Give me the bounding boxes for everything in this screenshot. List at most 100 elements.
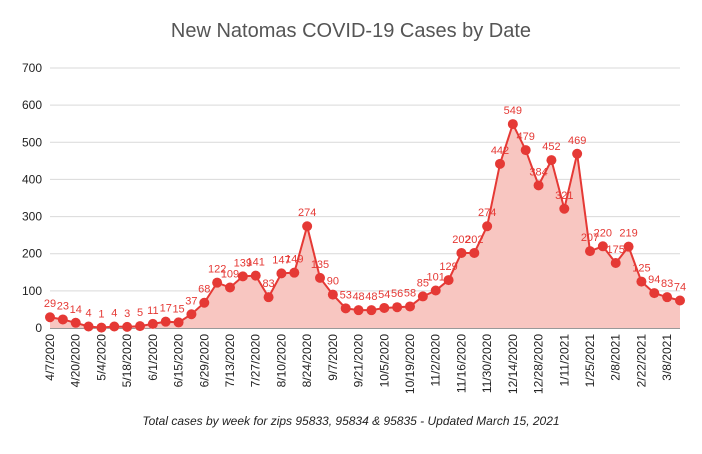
data-point — [160, 316, 171, 327]
y-tick-label: 700 — [22, 61, 42, 75]
data-point — [379, 302, 390, 313]
data-point — [327, 289, 338, 300]
data-point — [610, 258, 621, 268]
data-point — [482, 221, 493, 232]
axes: 0 100 200 300 400 500 600 700 4/7/2020 4/20/2020 5… — [22, 61, 674, 394]
data-point — [430, 285, 441, 296]
data-point — [173, 317, 184, 328]
data-label: 321 — [555, 190, 573, 202]
x-tick-label: 11/30/2020 — [480, 334, 494, 393]
data-label: 147 — [272, 254, 290, 266]
data-label: 135 — [311, 259, 329, 271]
data-point — [597, 241, 608, 252]
data-label: 83 — [661, 278, 673, 290]
y-tick-label: 500 — [22, 135, 42, 149]
x-tick-label: 1/11/2021 — [557, 334, 571, 387]
data-label: 85 — [417, 277, 429, 289]
data-point — [495, 158, 505, 169]
data-label: 139 — [234, 257, 252, 269]
data-label: 220 — [594, 227, 612, 239]
data-label: 4 — [111, 308, 117, 320]
x-tick-label: 2/22/2021 — [634, 334, 648, 388]
data-label: 202 — [465, 234, 483, 246]
data-label: 384 — [529, 166, 547, 178]
x-tick-label: 8/24/2020 — [300, 334, 314, 388]
data-label: 58 — [404, 287, 416, 299]
data-point — [623, 241, 634, 252]
data-point — [353, 305, 364, 316]
data-label: 1 — [98, 309, 104, 321]
data-label: 129 — [439, 261, 457, 273]
x-tick-label: 9/7/2020 — [326, 334, 340, 381]
data-point — [662, 292, 673, 303]
data-point — [315, 272, 325, 283]
data-point — [585, 246, 595, 257]
data-point — [520, 145, 531, 156]
data-point — [237, 271, 248, 282]
chart-caption: Total cases by week for zips 95833, 9583… — [142, 414, 560, 428]
data-label: 442 — [491, 145, 509, 157]
x-tick-label: 12/14/2020 — [506, 334, 520, 394]
data-point — [199, 297, 210, 308]
data-point — [289, 267, 300, 278]
data-label: 29 — [44, 298, 56, 310]
data-point — [559, 203, 570, 214]
data-label: 94 — [648, 274, 660, 286]
data-labels: 29 23 14 4 1 4 3 5 11 17 1537681221091391418314714… — [44, 105, 686, 321]
data-point — [649, 288, 660, 299]
x-tick-label: 10/5/2020 — [377, 334, 391, 388]
data-point — [135, 321, 145, 332]
data-label: 3 — [124, 308, 130, 320]
data-label: 125 — [632, 263, 650, 275]
data-label: 479 — [517, 131, 535, 143]
x-tick-label: 4/7/2020 — [43, 334, 57, 381]
area-fill — [50, 124, 680, 328]
data-label: 274 — [298, 207, 316, 219]
x-tick-label: 9/21/2020 — [352, 334, 366, 388]
data-point — [250, 270, 261, 281]
data-point — [507, 119, 518, 130]
data-label: 14 — [70, 304, 82, 316]
data-point — [122, 321, 133, 332]
data-label: 109 — [221, 269, 239, 281]
data-point — [70, 317, 81, 328]
data-point — [109, 321, 120, 332]
data-label: 54 — [378, 289, 390, 301]
data-label: 15 — [172, 303, 184, 315]
data-point — [225, 282, 235, 293]
x-tick-label: 2/8/2021 — [609, 334, 623, 381]
data-label: 83 — [262, 278, 274, 290]
data-label: 74 — [674, 282, 686, 294]
data-point — [572, 148, 583, 159]
data-label: 5 — [137, 307, 143, 319]
data-point — [417, 291, 428, 302]
data-point — [147, 318, 158, 329]
data-label: 101 — [427, 271, 445, 283]
data-point — [96, 322, 107, 333]
data-point — [263, 292, 274, 303]
data-label: 219 — [619, 228, 637, 240]
data-label: 452 — [542, 141, 560, 153]
data-label: 549 — [504, 105, 522, 117]
data-label: 149 — [285, 254, 303, 266]
data-label: 274 — [478, 207, 496, 219]
x-tick-label: 11/2/2020 — [429, 334, 443, 387]
x-tick-label: 12/28/2020 — [532, 334, 546, 394]
data-label: 122 — [208, 264, 226, 276]
data-point — [186, 309, 197, 320]
data-label: 175 — [607, 244, 625, 256]
data-label: 11 — [147, 305, 158, 317]
data-label: 48 — [352, 291, 364, 303]
data-label: 207 — [581, 232, 599, 244]
x-tick-label: 11/16/2020 — [454, 334, 468, 393]
data-point — [212, 277, 223, 288]
y-tick-label: 100 — [22, 284, 42, 298]
data-point — [675, 295, 685, 306]
y-tick-label: 0 — [35, 321, 42, 335]
data-point — [57, 314, 68, 325]
data-point — [469, 247, 480, 258]
data-point — [456, 247, 467, 258]
x-tick-label: 6/29/2020 — [197, 334, 211, 388]
data-point — [302, 221, 313, 232]
x-tick-label: 5/18/2020 — [120, 334, 134, 388]
